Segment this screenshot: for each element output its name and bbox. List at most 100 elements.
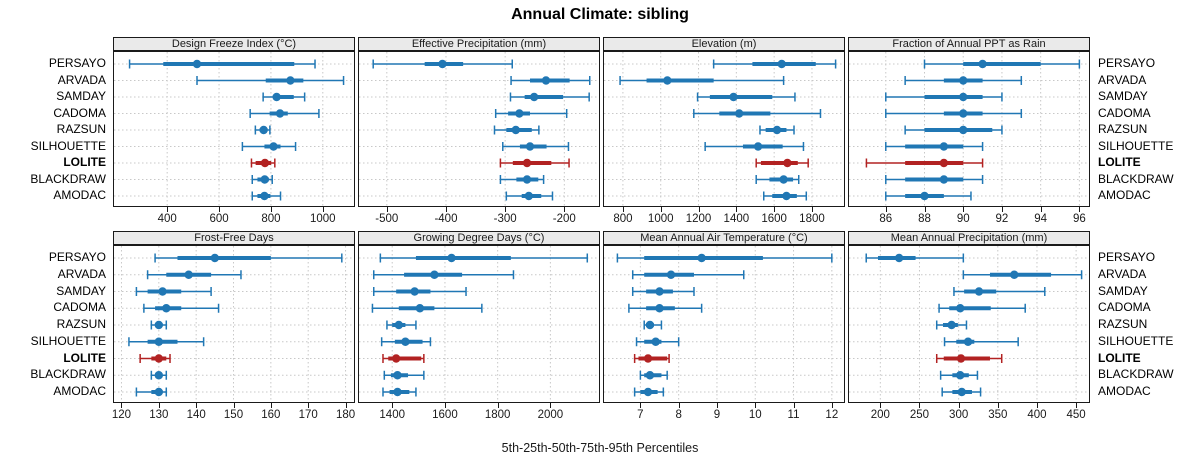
x-tick-label: 200 bbox=[870, 409, 890, 421]
median-dot bbox=[663, 76, 672, 85]
site-label-left-arvada: ARVADA bbox=[57, 266, 106, 281]
median-dot bbox=[260, 158, 270, 168]
x-tick bbox=[793, 403, 795, 408]
percentile-series-samday bbox=[135, 287, 212, 296]
x-tick-label: 7 bbox=[637, 409, 644, 421]
x-tick-label: 2000 bbox=[537, 409, 564, 421]
x-tick bbox=[158, 403, 160, 408]
median-dot bbox=[734, 109, 744, 118]
percentile-series-cadoma bbox=[494, 109, 568, 118]
percentile-series-blackdraw bbox=[383, 370, 425, 380]
x-tick bbox=[958, 403, 960, 408]
percentile-series-amodac bbox=[885, 191, 972, 201]
plot-area bbox=[849, 246, 1089, 402]
percentile-series-amodac bbox=[382, 387, 417, 397]
percentile-series-lolite bbox=[250, 158, 276, 168]
site-label-right-persayo: PERSAYO bbox=[1098, 250, 1156, 264]
percentile-series-arvada bbox=[146, 270, 242, 280]
median-dot bbox=[959, 92, 968, 102]
x-tick bbox=[196, 403, 198, 408]
x-tick-label: -200 bbox=[552, 213, 576, 225]
median-dot bbox=[939, 175, 949, 184]
x-tick bbox=[550, 403, 552, 408]
x-tick-label: 86 bbox=[879, 213, 893, 225]
median-dot bbox=[959, 125, 968, 135]
percentile-series-arvada bbox=[510, 76, 591, 85]
x-tick-label: 160 bbox=[261, 409, 281, 421]
percentile-series-arvada bbox=[373, 270, 515, 280]
site-label-right-blackdraw: BLACKDRAW bbox=[1098, 171, 1174, 186]
x-tick-label: 90 bbox=[956, 213, 970, 225]
percentile-series-samday bbox=[373, 287, 467, 296]
percentile-series-silhouette bbox=[502, 142, 570, 151]
median-dot bbox=[947, 320, 956, 330]
site-label-left-samday: SAMDAY bbox=[56, 89, 106, 103]
median-dot bbox=[666, 270, 676, 279]
x-tick bbox=[167, 207, 169, 212]
x-tick-label: 1000 bbox=[310, 213, 336, 225]
x-tick-label: 1400 bbox=[379, 409, 405, 421]
percentile-series-persayo bbox=[923, 59, 1081, 69]
site-label-left-amodac: AMODAC bbox=[53, 188, 106, 202]
x-tick-label: 1200 bbox=[685, 213, 712, 225]
median-dot bbox=[959, 109, 968, 118]
site-label-left-blackdraw: BLACKDRAW bbox=[30, 367, 106, 382]
x-tick-label: 130 bbox=[149, 409, 169, 421]
median-dot bbox=[779, 175, 788, 184]
percentile-series-persayo bbox=[616, 253, 833, 263]
x-tick-label: 9 bbox=[713, 409, 721, 421]
x-tick bbox=[997, 403, 999, 408]
percentile-series-amodac bbox=[251, 191, 282, 201]
x-tick bbox=[322, 207, 324, 212]
x-tick-label: 11 bbox=[787, 409, 800, 421]
percentile-series-cadoma bbox=[885, 109, 1023, 118]
percentile-series-cadoma bbox=[938, 303, 1026, 313]
panel-fraction-of-annual-ppt-as-rain bbox=[848, 51, 1090, 207]
median-dot bbox=[541, 76, 551, 85]
x-tick-label: 350 bbox=[988, 409, 1008, 421]
median-dot bbox=[1010, 270, 1019, 279]
median-dot bbox=[162, 304, 171, 313]
x-tick-label: 170 bbox=[298, 409, 318, 421]
median-dot bbox=[777, 59, 786, 69]
median-dot bbox=[655, 287, 664, 296]
percentile-series-razsun bbox=[150, 320, 168, 330]
percentile-series-razsun bbox=[493, 125, 540, 135]
percentile-series-lolite bbox=[139, 354, 171, 363]
site-label-left-samday: SAMDAY bbox=[56, 283, 106, 298]
x-tick bbox=[755, 403, 757, 408]
median-dot bbox=[154, 371, 164, 380]
median-dot bbox=[978, 59, 987, 69]
percentile-series-blackdraw bbox=[251, 175, 273, 184]
x-tick bbox=[640, 403, 642, 408]
median-dot bbox=[645, 371, 655, 380]
x-tick bbox=[831, 403, 833, 408]
x-tick bbox=[963, 207, 965, 212]
x-tick bbox=[1001, 207, 1003, 212]
percentile-series-amodac bbox=[941, 387, 982, 397]
percentile-series-amodac bbox=[505, 191, 554, 201]
x-tick bbox=[392, 403, 394, 408]
x-tick bbox=[698, 207, 700, 212]
percentile-series-amodac bbox=[633, 387, 665, 397]
site-label-left-amodac: AMODAC bbox=[53, 384, 106, 398]
x-tick bbox=[444, 403, 446, 408]
plot-area bbox=[604, 52, 844, 206]
median-dot bbox=[272, 92, 281, 102]
plot-area bbox=[114, 52, 354, 206]
x-tick bbox=[497, 403, 499, 408]
site-label-left-razsun: RAZSUN bbox=[56, 122, 106, 136]
median-dot bbox=[645, 320, 655, 330]
median-dot bbox=[522, 158, 532, 168]
x-tick bbox=[1076, 403, 1078, 408]
median-dot bbox=[956, 354, 966, 363]
site-label-right-cadoma: CADOMA bbox=[1098, 105, 1151, 120]
percentile-series-persayo bbox=[712, 59, 837, 69]
median-dot bbox=[269, 142, 278, 151]
site-label-left-persayo: PERSAYO bbox=[48, 250, 106, 264]
site-label-right-lolite: LOLITE bbox=[1098, 155, 1141, 169]
x-tick-label: 180 bbox=[335, 409, 356, 421]
site-label-right-persayo: PERSAYO bbox=[1098, 56, 1156, 70]
site-label-right-samday: SAMDAY bbox=[1098, 283, 1148, 298]
x-tick-label: 1400 bbox=[723, 213, 750, 225]
